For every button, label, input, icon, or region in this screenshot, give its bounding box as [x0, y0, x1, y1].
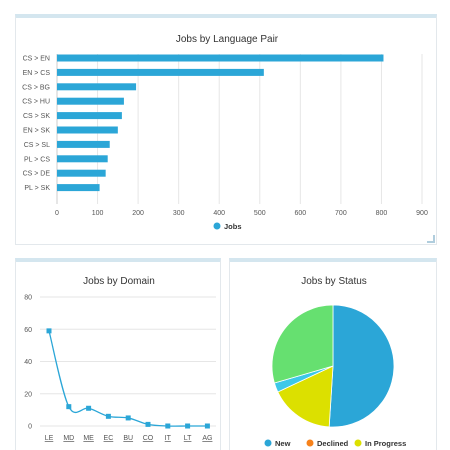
- legend-label: Declined: [317, 439, 349, 448]
- domain-panel: Jobs by Domain 0 20 40 60 80 LE MD ME EC BU CO IT LT A…: [15, 258, 221, 450]
- legend-marker: [213, 222, 221, 230]
- status-panel: Jobs by Status New Declined In Progress: [229, 258, 437, 450]
- category-label: CS > SK: [23, 113, 50, 120]
- x-category-label: MD: [63, 435, 74, 442]
- resize-handle-icon[interactable]: [427, 235, 435, 243]
- x-category-label: LE: [45, 435, 54, 442]
- x-tick-label: 800: [376, 210, 388, 217]
- x-tick-label: 300: [173, 210, 185, 217]
- data-point: [204, 423, 210, 429]
- category-label: EN > CS: [23, 70, 51, 77]
- x-tick-label: 600: [294, 210, 306, 217]
- data-point: [105, 413, 111, 419]
- y-tick-label: 80: [24, 295, 32, 302]
- category-label: CS > SL: [24, 142, 50, 149]
- pie-slice: [271, 304, 334, 384]
- x-tick-label: 700: [335, 210, 347, 217]
- chart-title: Jobs by Domain: [83, 276, 155, 287]
- legend-marker: [306, 439, 314, 447]
- x-tick-label: 200: [132, 210, 144, 217]
- category-label: CS > EN: [23, 56, 50, 63]
- bar: [57, 169, 106, 177]
- x-category-label: CO: [143, 435, 154, 442]
- data-point: [125, 415, 131, 421]
- chart-title: Jobs by Language Pair: [176, 34, 279, 45]
- x-category-label: ME: [83, 435, 94, 442]
- bar: [57, 68, 264, 76]
- category-label: PL > CS: [24, 156, 50, 163]
- bar: [57, 126, 118, 134]
- chart-title: Jobs by Status: [301, 276, 367, 287]
- data-point: [66, 404, 72, 410]
- x-category-label: BU: [123, 435, 133, 442]
- legend-marker: [264, 439, 272, 447]
- x-tick-label: 400: [213, 210, 225, 217]
- pie-slice: [328, 304, 395, 428]
- data-point: [145, 421, 151, 427]
- bar: [57, 184, 100, 192]
- y-tick-label: 40: [24, 359, 32, 366]
- data-point: [46, 328, 52, 334]
- category-label: PL > SK: [24, 185, 50, 192]
- domain-chart: Jobs by Domain 0 20 40 60 80 LE MD ME EC BU CO IT LT A…: [24, 276, 216, 442]
- x-category-label: EC: [104, 435, 114, 442]
- legend-label: Jobs: [224, 222, 242, 231]
- y-tick-label: 60: [24, 327, 32, 334]
- y-tick-label: 20: [24, 391, 32, 398]
- x-category-label: IT: [165, 435, 172, 442]
- status-chart: Jobs by Status New Declined In Progress: [264, 276, 406, 448]
- language-pair-panel: Jobs by Language Pair 0 100 200 300 400 500 600…: [15, 14, 437, 245]
- data-point: [185, 423, 191, 429]
- category-label: CS > HU: [22, 99, 50, 106]
- legend-marker: [354, 439, 362, 447]
- category-label: CS > BG: [22, 84, 50, 91]
- x-tick-label: 0: [55, 210, 59, 217]
- pie-slice: [277, 365, 334, 428]
- language-pair-chart: Jobs by Language Pair 0 100 200 300 400 500 600…: [22, 34, 428, 231]
- x-category-label: AG: [202, 435, 212, 442]
- category-label: EN > SK: [23, 128, 50, 135]
- bar: [57, 140, 110, 148]
- category-label: CS > DE: [23, 171, 51, 178]
- data-point: [165, 423, 171, 429]
- bar: [57, 97, 124, 105]
- series-line: [48, 330, 208, 427]
- x-tick-label: 100: [92, 210, 104, 217]
- data-point: [86, 405, 92, 411]
- bar: [57, 155, 108, 163]
- legend-label: In Progress: [365, 439, 406, 448]
- x-tick-label: 900: [416, 210, 428, 217]
- legend-label: New: [275, 439, 291, 448]
- bar: [57, 83, 137, 91]
- bar: [57, 112, 122, 120]
- x-tick-label: 500: [254, 210, 266, 217]
- x-category-label: LT: [184, 435, 192, 442]
- y-tick-label: 0: [28, 424, 32, 431]
- bar: [57, 54, 384, 62]
